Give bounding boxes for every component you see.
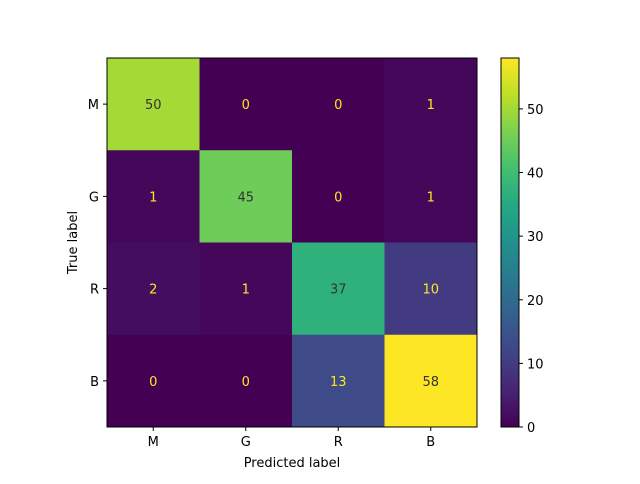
heatmap-cell <box>384 150 478 243</box>
y-axis-ticks: M G R B <box>88 98 107 390</box>
cell-value-label: 50 <box>145 98 162 113</box>
cell-value-label: 0 <box>242 98 250 113</box>
cell-value-label: 1 <box>149 190 157 205</box>
colorbar-tick-label: 50 <box>527 103 544 118</box>
heatmap-cell <box>292 58 385 151</box>
cell-value-labels: 50 0 0 1 1 45 0 1 2 1 37 10 0 0 13 58 <box>145 98 439 390</box>
colorbar-tick-label: 10 <box>527 357 544 372</box>
cell-value-label: 0 <box>334 190 342 205</box>
colorbar-tick-label: 40 <box>527 167 544 182</box>
cell-value-label: 0 <box>242 375 250 390</box>
cell-value-label: 37 <box>330 283 347 298</box>
heatmap-cell <box>107 242 200 336</box>
colorbar <box>500 57 520 428</box>
cell-value-label: 10 <box>422 283 439 298</box>
heatmap-cell <box>107 150 200 243</box>
heatmap-cell <box>384 242 478 336</box>
heatmap-cell <box>199 334 293 428</box>
x-tick-label: G <box>241 435 251 450</box>
x-tick-label: R <box>334 435 343 450</box>
heatmap-cell <box>292 242 385 336</box>
x-tick-label: M <box>148 435 159 450</box>
heatmap-cell <box>199 242 293 336</box>
cell-value-label: 0 <box>334 98 342 113</box>
y-tick-label: M <box>88 98 99 113</box>
colorbar-tick-label: 30 <box>527 230 544 245</box>
heatmap-cell <box>292 334 385 428</box>
heatmap-cell <box>107 334 200 428</box>
x-tick-label: B <box>426 435 435 450</box>
y-axis-label: True label <box>66 211 81 275</box>
heatmap-cell <box>107 58 200 151</box>
heatmap-cell <box>292 150 385 243</box>
colorbar-tick-label: 20 <box>527 294 544 309</box>
heatmap-cell <box>199 150 293 243</box>
plot-frame <box>106 57 478 428</box>
cell-value-label: 45 <box>237 190 254 205</box>
y-tick-label: R <box>90 283 99 298</box>
y-tick-label: G <box>89 190 99 205</box>
cell-value-label: 1 <box>427 98 435 113</box>
colorbar-ticks: 0 10 20 30 40 50 <box>519 103 544 436</box>
heatmap-cell <box>384 58 478 151</box>
cell-value-label: 1 <box>427 190 435 205</box>
heatmap-cell <box>384 334 478 428</box>
colorbar-tick-label: 0 <box>527 421 535 436</box>
heatmap-cell <box>199 58 293 151</box>
cell-value-label: 2 <box>149 283 157 298</box>
y-tick-label: B <box>90 375 99 390</box>
cell-value-label: 0 <box>149 375 157 390</box>
cell-value-label: 13 <box>330 375 347 390</box>
heatmap-cells <box>107 58 478 428</box>
cell-value-label: 58 <box>422 375 439 390</box>
cell-value-label: 1 <box>242 283 250 298</box>
x-axis-label: Predicted label <box>244 456 341 471</box>
